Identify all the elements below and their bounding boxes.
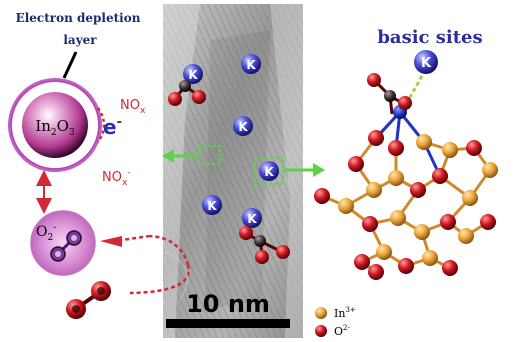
- k-ion-basic-site: K: [414, 50, 438, 74]
- oxygen-atoms: [314, 130, 496, 280]
- legend: In3+ O2-: [315, 306, 356, 338]
- electron-label: e-: [103, 115, 122, 139]
- nox-label: NOx: [120, 98, 146, 116]
- k-ion-3: K: [233, 116, 253, 136]
- pointer-line: [62, 51, 78, 79]
- k-ion-5: K: [202, 195, 222, 215]
- indium-atoms: [338, 134, 498, 266]
- legend-item-o: O2-: [315, 324, 350, 338]
- nitrate-molecule-bottom: [239, 226, 290, 264]
- basic-sites-title: basic sites: [377, 27, 482, 48]
- depletion-title-line1: Electron depletion: [16, 11, 141, 25]
- o2-molecule: [66, 281, 111, 319]
- o2-minus-bubble: O2-: [30, 210, 96, 276]
- k-ion-6: K: [242, 208, 262, 228]
- in2o3-particle: In2O3: [8, 78, 102, 172]
- svg-text:K: K: [188, 68, 198, 82]
- k-ion-2: K: [241, 54, 261, 74]
- in2o3-label: In2O3: [35, 117, 75, 138]
- nitrite-molecule-top: [168, 80, 206, 106]
- scale-bar: 10 nm: [166, 290, 290, 328]
- svg-text:K: K: [264, 165, 274, 179]
- dotted-arc: [96, 107, 106, 143]
- k-ion-4: K: [259, 161, 279, 181]
- k-ion-1: K: [183, 64, 203, 84]
- svg-text:K: K: [421, 56, 432, 71]
- o2-minus-label: O2-: [36, 223, 56, 243]
- tem-image: [163, 4, 303, 338]
- svg-text:K: K: [246, 58, 256, 72]
- depletion-title-line2: layer: [63, 33, 97, 47]
- green-box-left: [162, 145, 221, 165]
- scale-label: 10 nm: [186, 290, 270, 318]
- svg-text:In3+: In3+: [334, 306, 356, 320]
- nitrite-molecule-right: [367, 73, 412, 115]
- arrowhead-to-o2: [100, 236, 122, 247]
- svg-text:K: K: [238, 120, 248, 134]
- legend-item-in: In3+: [315, 306, 356, 320]
- green-box-right: [254, 157, 325, 185]
- svg-text:O2-: O2-: [334, 324, 350, 338]
- nox-minus-label: NOx-: [102, 168, 131, 188]
- svg-text:K: K: [207, 199, 217, 213]
- svg-text:K: K: [247, 212, 257, 226]
